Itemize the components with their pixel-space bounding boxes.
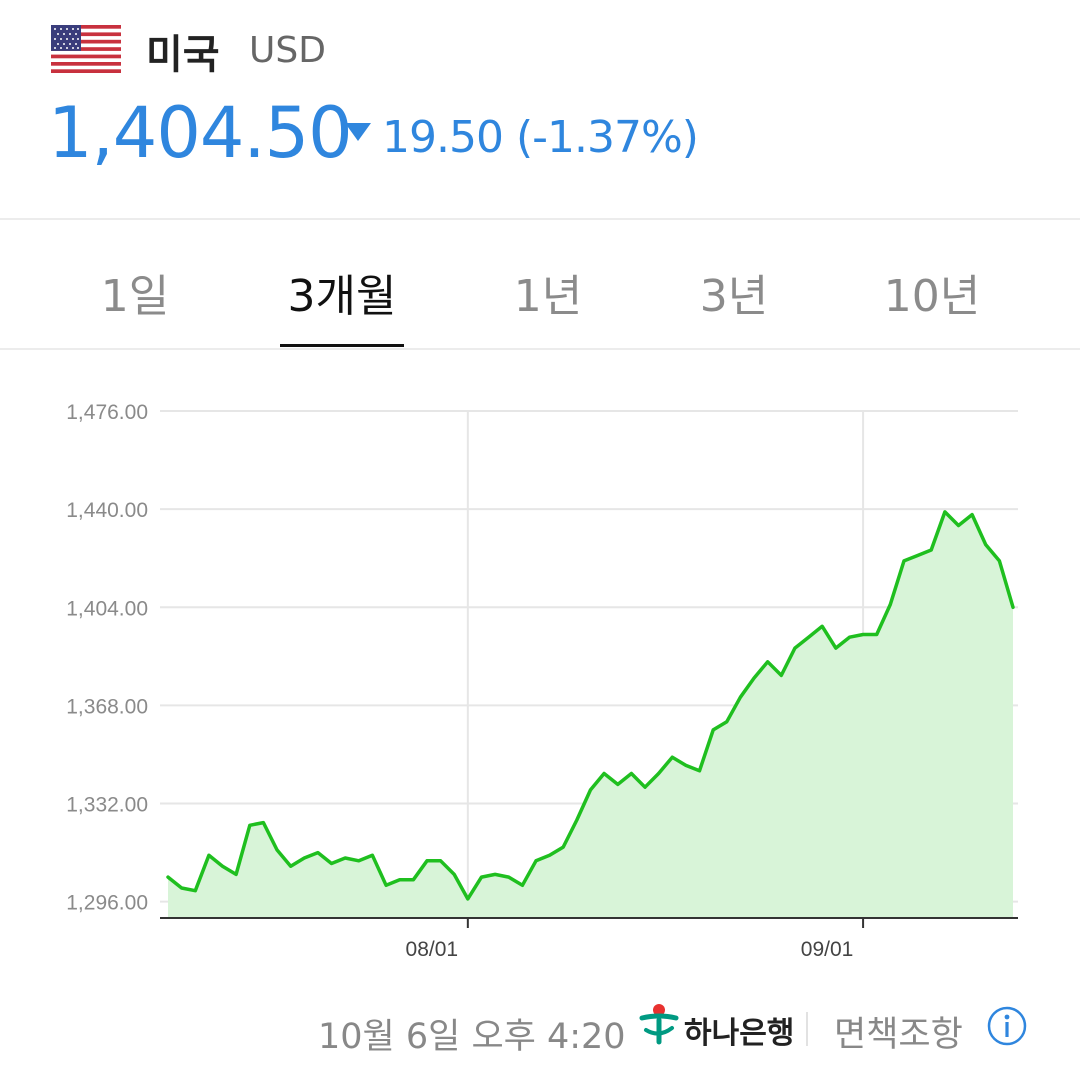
tab-10-years[interactable]: 10년	[883, 271, 981, 322]
bank-name: 하나은행	[684, 1016, 795, 1051]
tab-1-day[interactable]: 1일	[100, 271, 170, 322]
tab-1-year[interactable]: 1년	[513, 271, 583, 322]
y-tick-label: 1,296.00	[66, 892, 148, 915]
tab-3-months[interactable]: 3개월	[287, 271, 397, 322]
y-tick-label: 1,476.00	[66, 401, 148, 424]
exchange-rate: 1,404.50	[48, 92, 353, 174]
series-line	[166, 510, 1015, 901]
down-arrow-icon	[345, 123, 371, 141]
currency-code: USD	[249, 30, 326, 71]
update-time: 10월 6일 오후 4:20	[318, 1017, 626, 1057]
x-tick-label: 08/01	[406, 938, 459, 961]
footer-divider	[806, 1012, 808, 1046]
hana-bank-logo-icon	[639, 1004, 679, 1045]
disclaimer-link[interactable]: 면책조항	[834, 1015, 963, 1055]
active-tab-indicator	[280, 344, 404, 347]
rate-change: 19.50 (-1.37%)	[382, 112, 699, 163]
chart-svg: 1,296.00 1,332.00 1,368.00 1,404.00 1,440.00…	[66, 401, 1018, 961]
info-icon[interactable]	[987, 1006, 1027, 1046]
exchange-rate-chart: 1,296.00 1,332.00 1,368.00 1,404.00 1,440.00…	[0, 350, 1080, 980]
y-tick-label: 1,404.00	[66, 597, 148, 620]
area-fill	[168, 511, 1013, 918]
footer: 10월 6일 오후 4:20 하나은행 면책조항	[0, 990, 1080, 1070]
tab-3-years[interactable]: 3년	[699, 271, 769, 322]
y-tick-label: 1,368.00	[66, 695, 148, 718]
y-tick-label: 1,332.00	[66, 794, 148, 817]
period-tabs: 1일 3개월 1년 3년 10년	[0, 220, 1080, 350]
x-tick-label: 09/01	[801, 938, 854, 961]
y-tick-label: 1,440.00	[66, 499, 148, 522]
us-flag-icon	[51, 25, 121, 73]
country-name: 미국	[146, 32, 220, 78]
currency-header: 미국 USD 1,404.50 19.50 (-1.37%)	[0, 0, 1080, 220]
